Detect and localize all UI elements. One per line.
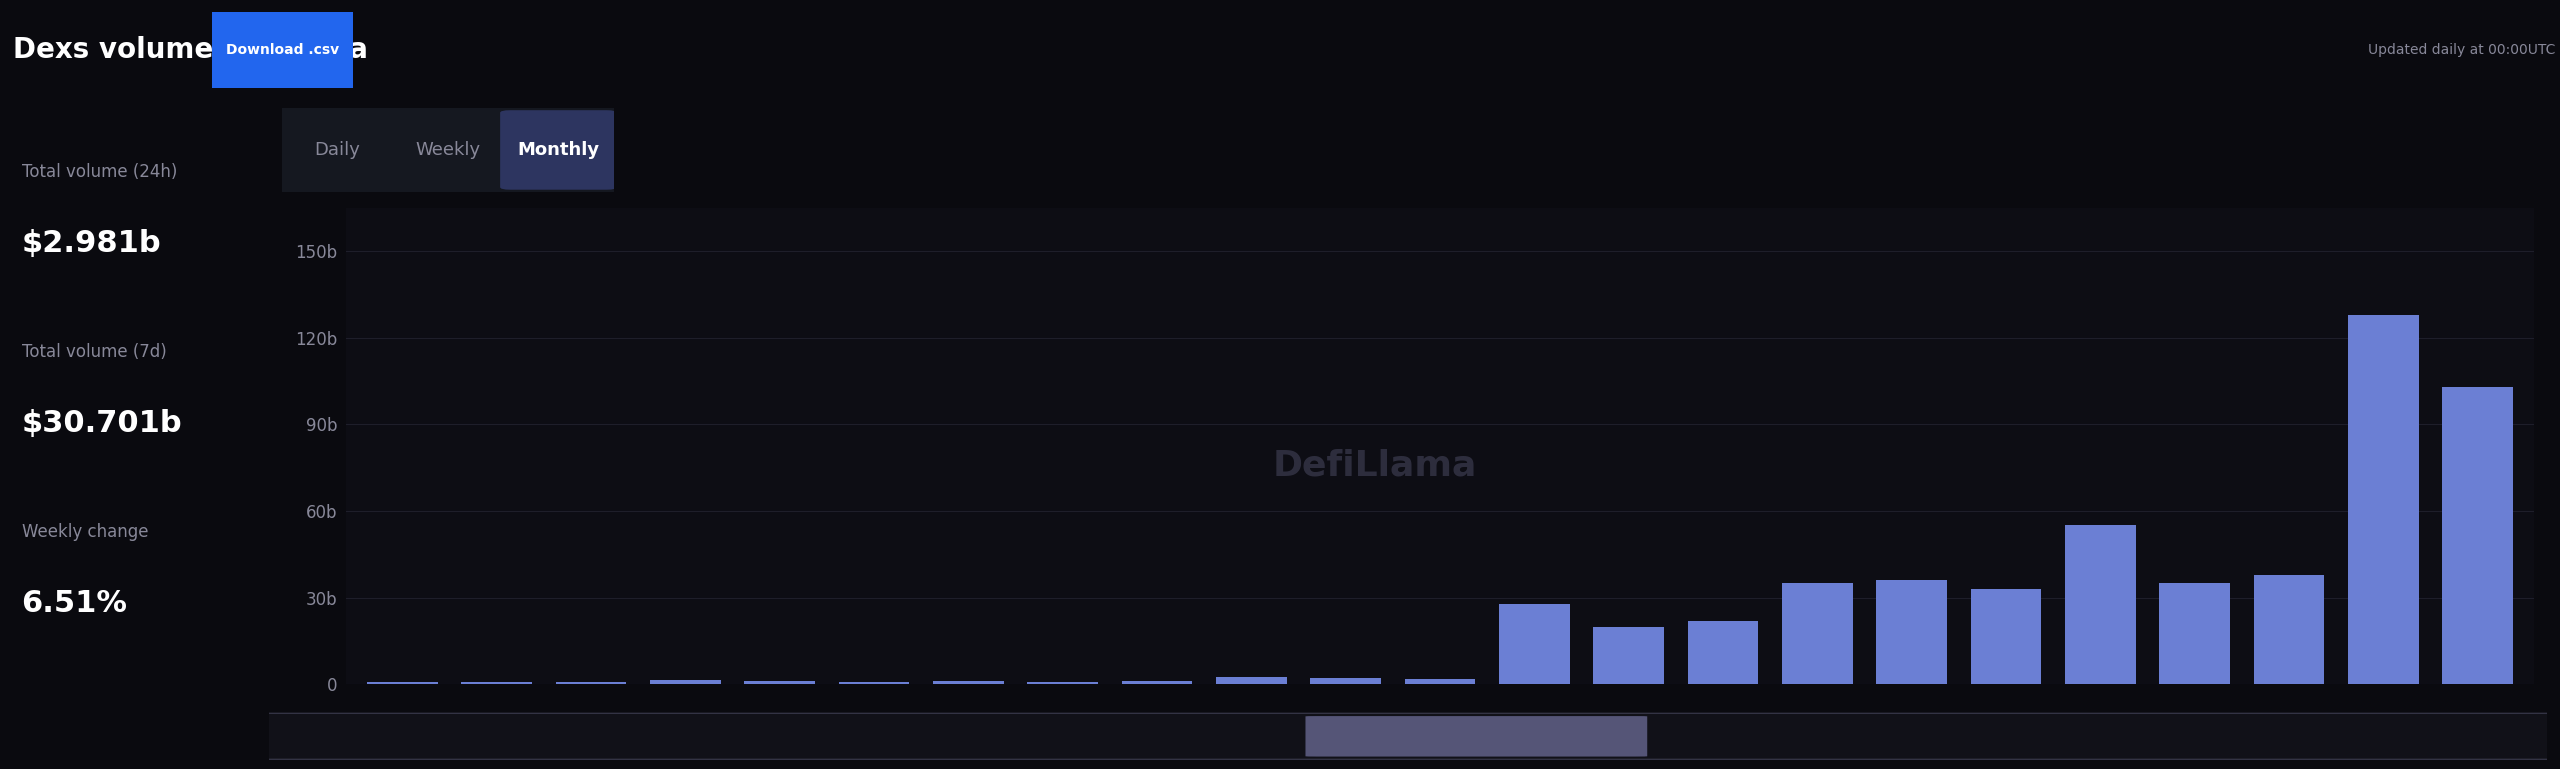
Bar: [745, 681, 814, 684]
Bar: [2348, 315, 2419, 684]
Bar: [650, 680, 719, 684]
Bar: [1216, 677, 1288, 684]
FancyBboxPatch shape: [499, 110, 617, 190]
Text: Total volume (24h): Total volume (24h): [20, 163, 177, 181]
FancyBboxPatch shape: [1306, 716, 1646, 757]
Text: DefiLlama: DefiLlama: [1272, 448, 1477, 482]
Bar: [2442, 387, 2514, 684]
Text: $2.981b: $2.981b: [20, 229, 161, 258]
Bar: [461, 682, 532, 684]
Bar: [1500, 604, 1569, 684]
FancyBboxPatch shape: [246, 714, 2560, 759]
Text: $30.701b: $30.701b: [20, 409, 182, 438]
Bar: [556, 682, 627, 684]
Bar: [2161, 583, 2230, 684]
Bar: [366, 682, 438, 684]
FancyBboxPatch shape: [202, 5, 364, 95]
Bar: [1121, 681, 1193, 684]
Text: Download .csv: Download .csv: [225, 43, 340, 57]
Bar: [932, 681, 1004, 684]
Bar: [2253, 574, 2324, 684]
Text: Weekly: Weekly: [415, 141, 481, 159]
Bar: [840, 682, 909, 684]
Text: Total volume (7d): Total volume (7d): [20, 343, 166, 361]
Bar: [1027, 681, 1098, 684]
Text: Monthly: Monthly: [517, 141, 599, 159]
FancyBboxPatch shape: [269, 105, 627, 195]
Text: Updated daily at 00:00UTC: Updated daily at 00:00UTC: [2368, 43, 2555, 57]
Bar: [1782, 583, 1853, 684]
Bar: [1876, 581, 1948, 684]
Text: Daily: Daily: [315, 141, 361, 159]
Bar: [1311, 678, 1380, 684]
Bar: [1592, 627, 1664, 684]
Bar: [1405, 679, 1475, 684]
Bar: [1687, 621, 1759, 684]
Bar: [1971, 589, 2040, 684]
Text: 6.51%: 6.51%: [20, 589, 128, 618]
Text: Dexs volume in Solana: Dexs volume in Solana: [13, 36, 369, 64]
Text: Weekly change: Weekly change: [20, 523, 148, 541]
Bar: [2066, 525, 2135, 684]
